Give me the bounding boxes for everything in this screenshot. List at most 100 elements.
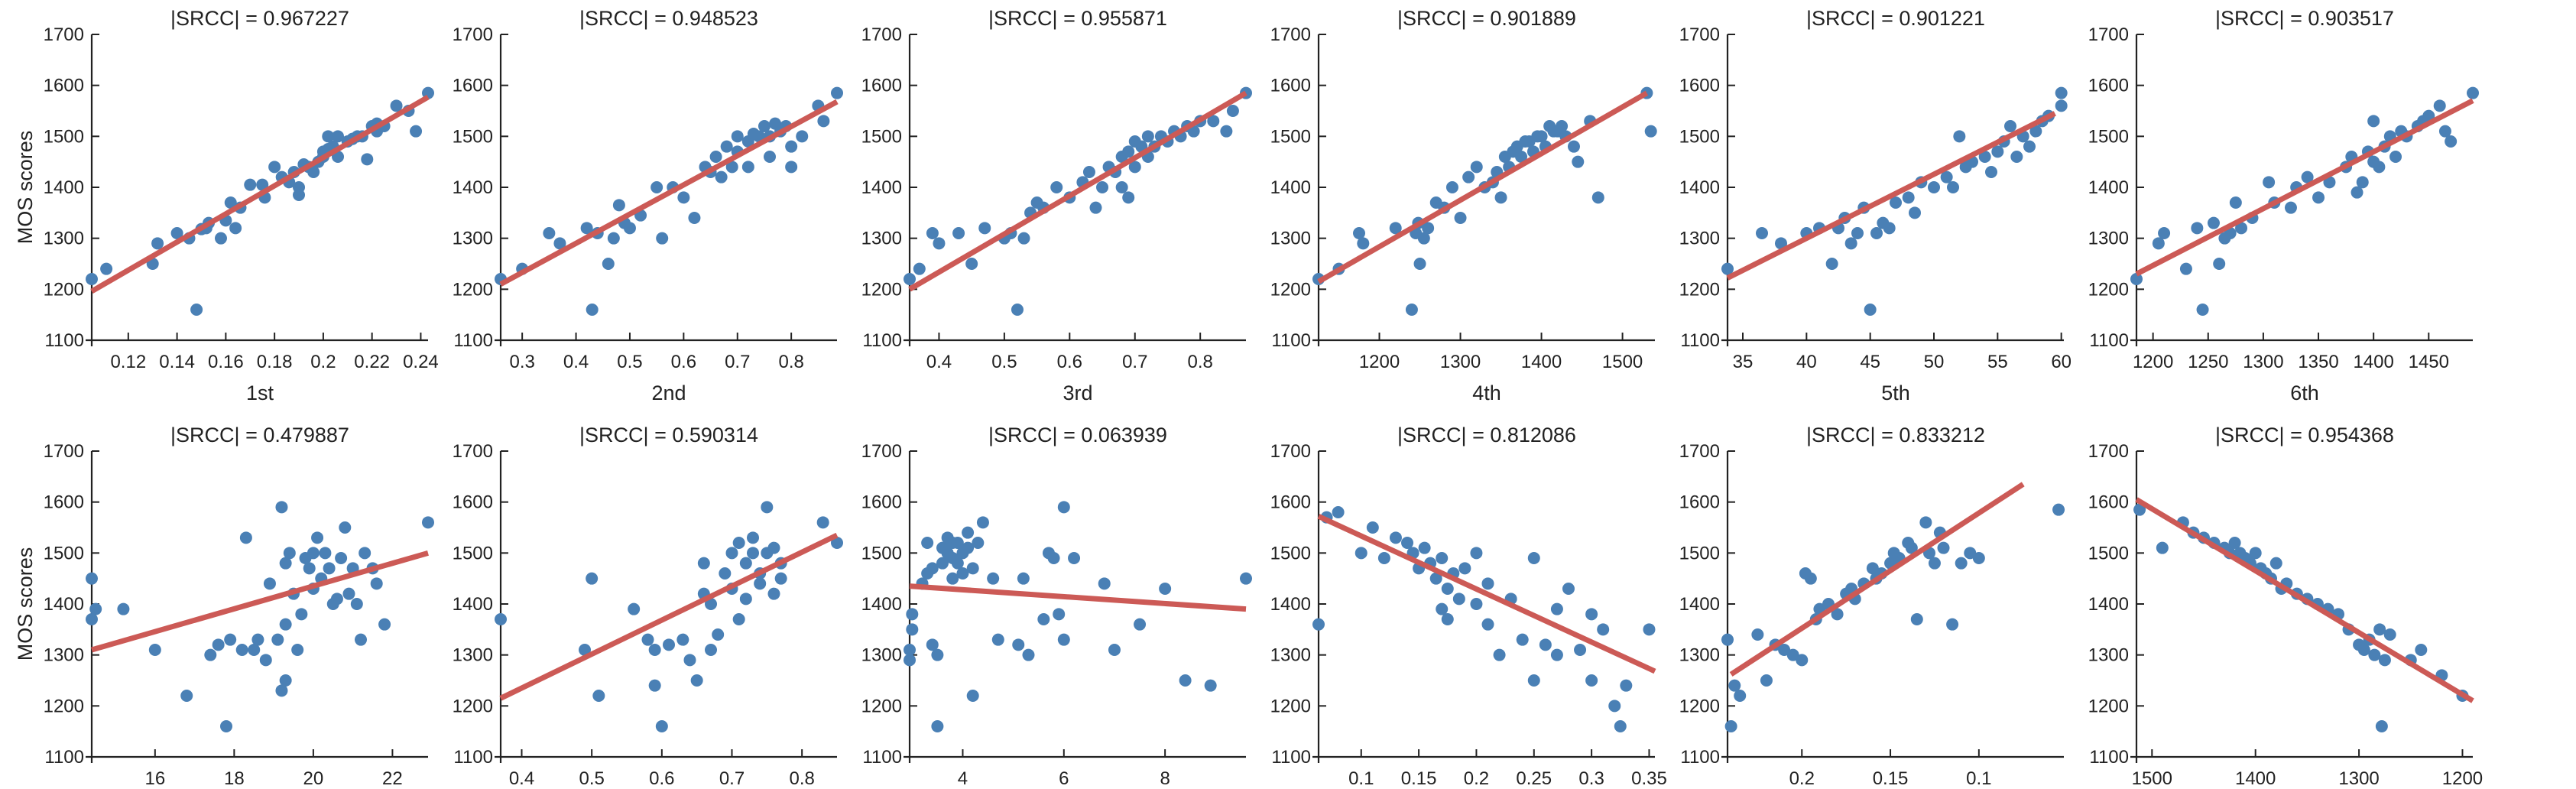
- plot-panel-p9: 1100 1200 1300 1400 1500 1600 1700 4 6 8 |SRCC| = …: [861, 424, 1252, 789]
- y-tick-label: 1200: [1679, 696, 1720, 716]
- y-tick-label: 1400: [2088, 594, 2129, 615]
- data-point: [1751, 628, 1764, 641]
- data-point: [263, 577, 276, 590]
- y-tick-label: 1200: [44, 279, 84, 300]
- data-point: [2368, 648, 2381, 661]
- y-tick-label: 1600: [861, 492, 902, 513]
- data-point: [330, 593, 343, 606]
- data-point: [931, 648, 944, 661]
- data-point: [991, 633, 1004, 646]
- y-tick-label: 1400: [861, 177, 902, 198]
- x-tick-label: 0.2: [310, 352, 336, 372]
- x-tick-label: 60: [2051, 352, 2072, 372]
- data-point: [767, 541, 780, 554]
- data-point: [725, 161, 738, 174]
- plot-title: |SRCC| = 0.812086: [1397, 424, 1576, 446]
- data-point: [1724, 720, 1737, 732]
- x-tick-label: 0.12: [110, 352, 146, 372]
- fit-line: [2135, 497, 2474, 703]
- data-point: [1928, 181, 1940, 193]
- data-point: [1462, 170, 1475, 183]
- data-point: [335, 552, 348, 564]
- data-point: [1947, 181, 1959, 193]
- data-point: [926, 227, 939, 239]
- data-point: [1389, 531, 1402, 544]
- data-point: [1207, 115, 1220, 128]
- y-tick-label: 1300: [861, 229, 902, 249]
- data-point: [2055, 99, 2068, 112]
- y-tick-label: 1100: [1680, 747, 1720, 768]
- data-point: [1470, 547, 1483, 560]
- data-point: [2130, 273, 2143, 285]
- x-tick-label: 0.4: [926, 352, 952, 372]
- fit-line: [1317, 90, 1649, 284]
- y-tick-label: 1300: [1270, 645, 1311, 666]
- data-point: [1401, 537, 1414, 549]
- data-point: [962, 526, 975, 539]
- data-point: [2191, 222, 2204, 235]
- data-point: [731, 130, 744, 143]
- data-point: [1057, 633, 1070, 646]
- data-point: [1905, 541, 1918, 554]
- data-point: [697, 557, 710, 570]
- data-point: [1972, 552, 1985, 564]
- data-point: [1796, 654, 1809, 667]
- x-tick-label: 18: [224, 768, 245, 789]
- data-point: [683, 654, 696, 667]
- data-point: [2229, 196, 2242, 209]
- plot-title: |SRCC| = 0.903517: [2215, 7, 2394, 30]
- data-point: [2052, 503, 2065, 516]
- data-point: [1454, 212, 1467, 224]
- data-point: [275, 501, 288, 514]
- plot-panel-p5: 1100 1200 1300 1400 1500 1600 1700 35 40 45 50 55 60…: [1679, 7, 2072, 404]
- data-point: [1389, 222, 1402, 235]
- data-point: [1831, 608, 1844, 621]
- data-point: [2373, 623, 2386, 636]
- y-tick-label: 1100: [44, 330, 84, 351]
- x-tick-label: 1500: [1602, 352, 1643, 372]
- data-point: [1068, 552, 1081, 564]
- x-tick-label: 4: [958, 768, 968, 789]
- data-point: [931, 720, 944, 732]
- data-point: [1240, 572, 1252, 585]
- data-point: [732, 613, 745, 625]
- x-tick-label: 0.7: [1122, 352, 1147, 372]
- data-point: [268, 161, 281, 174]
- data-point: [117, 602, 130, 615]
- data-point: [1096, 181, 1109, 193]
- y-tick-label: 1600: [44, 76, 84, 96]
- y-tick-label: 1100: [2089, 747, 2129, 768]
- data-point: [904, 644, 916, 656]
- data-point: [648, 679, 661, 692]
- x-tick-label: 0.2: [1789, 768, 1815, 789]
- data-point: [951, 557, 964, 570]
- data-point: [1098, 577, 1111, 590]
- y-tick-label: 1300: [453, 229, 493, 249]
- data-point: [1786, 648, 1799, 661]
- x-tick-label: 1200: [2133, 352, 2173, 372]
- data-point: [148, 644, 161, 656]
- data-point: [817, 115, 830, 128]
- data-point: [1413, 258, 1426, 270]
- data-point: [553, 237, 566, 250]
- data-point: [279, 618, 292, 631]
- x-tick-label: 0.25: [1516, 768, 1552, 789]
- data-point: [1844, 237, 1857, 250]
- data-point: [1226, 105, 1239, 117]
- x-tick-label: 0.7: [725, 352, 750, 372]
- data-point: [725, 547, 738, 560]
- x-tick-label: 35: [1733, 352, 1754, 372]
- x-tick-label: 1200: [2442, 768, 2483, 789]
- y-tick-label: 1600: [2088, 76, 2129, 96]
- y-tick-label: 1400: [44, 177, 84, 198]
- y-tick-label: 1300: [1679, 229, 1720, 249]
- data-point: [89, 602, 102, 615]
- data-point: [754, 577, 767, 590]
- y-tick-label: 1400: [861, 594, 902, 615]
- x-tick-label: 0.1: [1966, 768, 1991, 789]
- data-point: [2207, 216, 2220, 229]
- x-tick-label: 20: [303, 768, 324, 789]
- data-point: [607, 232, 620, 245]
- data-point: [1353, 227, 1366, 239]
- data-point: [370, 577, 383, 590]
